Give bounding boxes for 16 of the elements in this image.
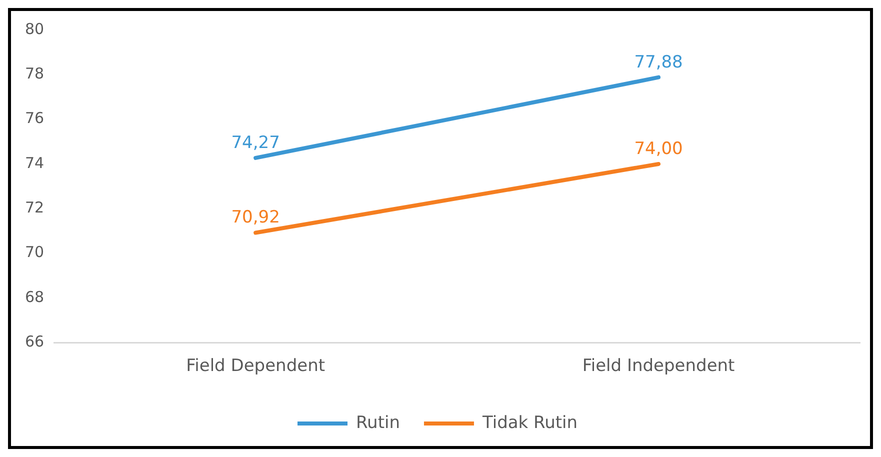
- data-label: 70,92: [231, 208, 280, 228]
- y-tick-label: 78: [24, 64, 44, 83]
- legend-label: Rutin: [356, 412, 400, 433]
- y-tick-label: 72: [24, 198, 44, 217]
- y-tick-label: 80: [24, 20, 44, 38]
- y-tick-label: 74: [24, 154, 44, 172]
- data-label: 77,88: [634, 52, 683, 72]
- y-tick-label: 68: [24, 288, 44, 306]
- data-label: 74,27: [231, 132, 280, 153]
- y-tick-label: 70: [24, 243, 44, 262]
- x-tick-label: Field Dependent: [186, 356, 326, 376]
- data-label: 74,00: [634, 138, 683, 159]
- x-tick-label: Field Independent: [582, 356, 736, 376]
- y-tick-label: 66: [24, 332, 44, 350]
- y-tick-label: 76: [24, 109, 44, 128]
- legend-label: Tidak Rutin: [481, 412, 578, 433]
